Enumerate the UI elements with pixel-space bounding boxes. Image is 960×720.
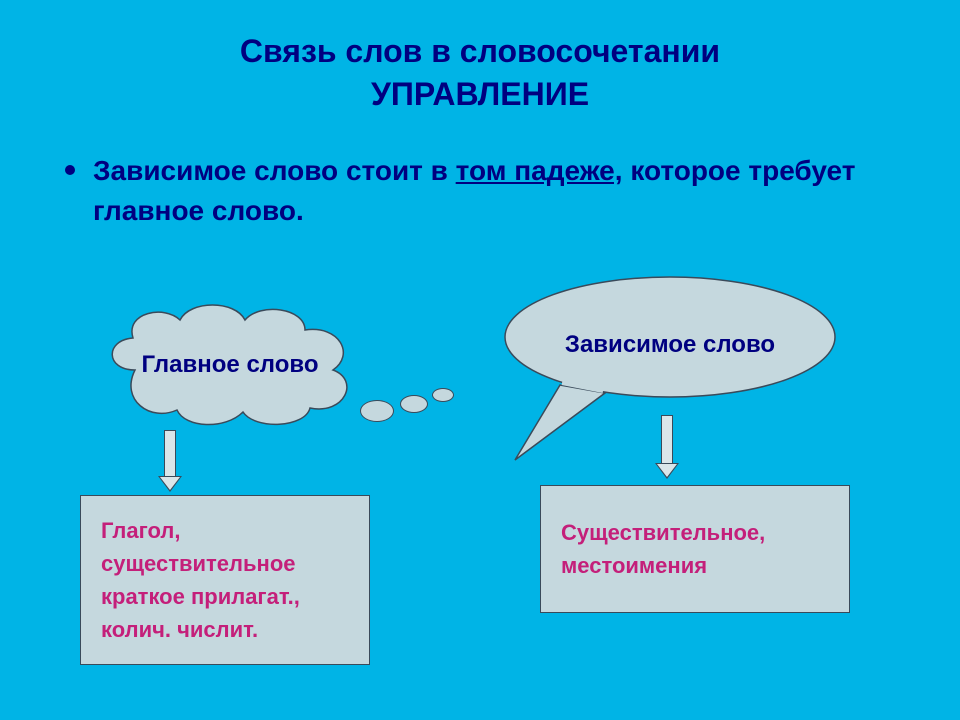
cloud-label: Главное слово — [95, 300, 365, 430]
bullet-text: Зависимое слово стоит в том падеже, кото… — [93, 151, 900, 229]
slide-title: Связь слов в словосочетании УПРАВЛЕНИЕ — [0, 0, 960, 116]
box1-line: колич. числит. — [101, 617, 258, 642]
title-line1: Связь слов в словосочетании — [240, 33, 720, 69]
thought-bubble-icon — [432, 388, 454, 402]
box2-line: Существительное, — [561, 520, 765, 545]
box2-line: местоимения — [561, 553, 707, 578]
box1-line: существительное — [101, 551, 296, 576]
box-main-word-parts: Глагол, существительное краткое прилагат… — [80, 495, 370, 665]
thought-bubble-icon — [360, 400, 394, 422]
box-dependent-word-parts: Существительное, местоимения — [540, 485, 850, 613]
bullet-part1: Зависимое слово стоит в — [93, 155, 456, 186]
speech-dependent-word: Зависимое слово — [500, 275, 840, 415]
arrow-down-icon — [158, 430, 182, 492]
arrow-down-icon — [655, 415, 679, 479]
box1-line: Глагол, — [101, 518, 180, 543]
bullet-underlined: том падеже, — [456, 155, 623, 186]
cloud-main-word: Главное слово — [95, 300, 365, 430]
speech-label: Зависимое слово — [500, 275, 840, 415]
title-line2: УПРАВЛЕНИЕ — [371, 76, 589, 112]
bullet-row: Зависимое слово стоит в том падеже, кото… — [0, 116, 960, 229]
thought-bubble-icon — [400, 395, 428, 413]
bullet-icon — [65, 165, 75, 175]
box1-line: краткое прилагат., — [101, 584, 300, 609]
